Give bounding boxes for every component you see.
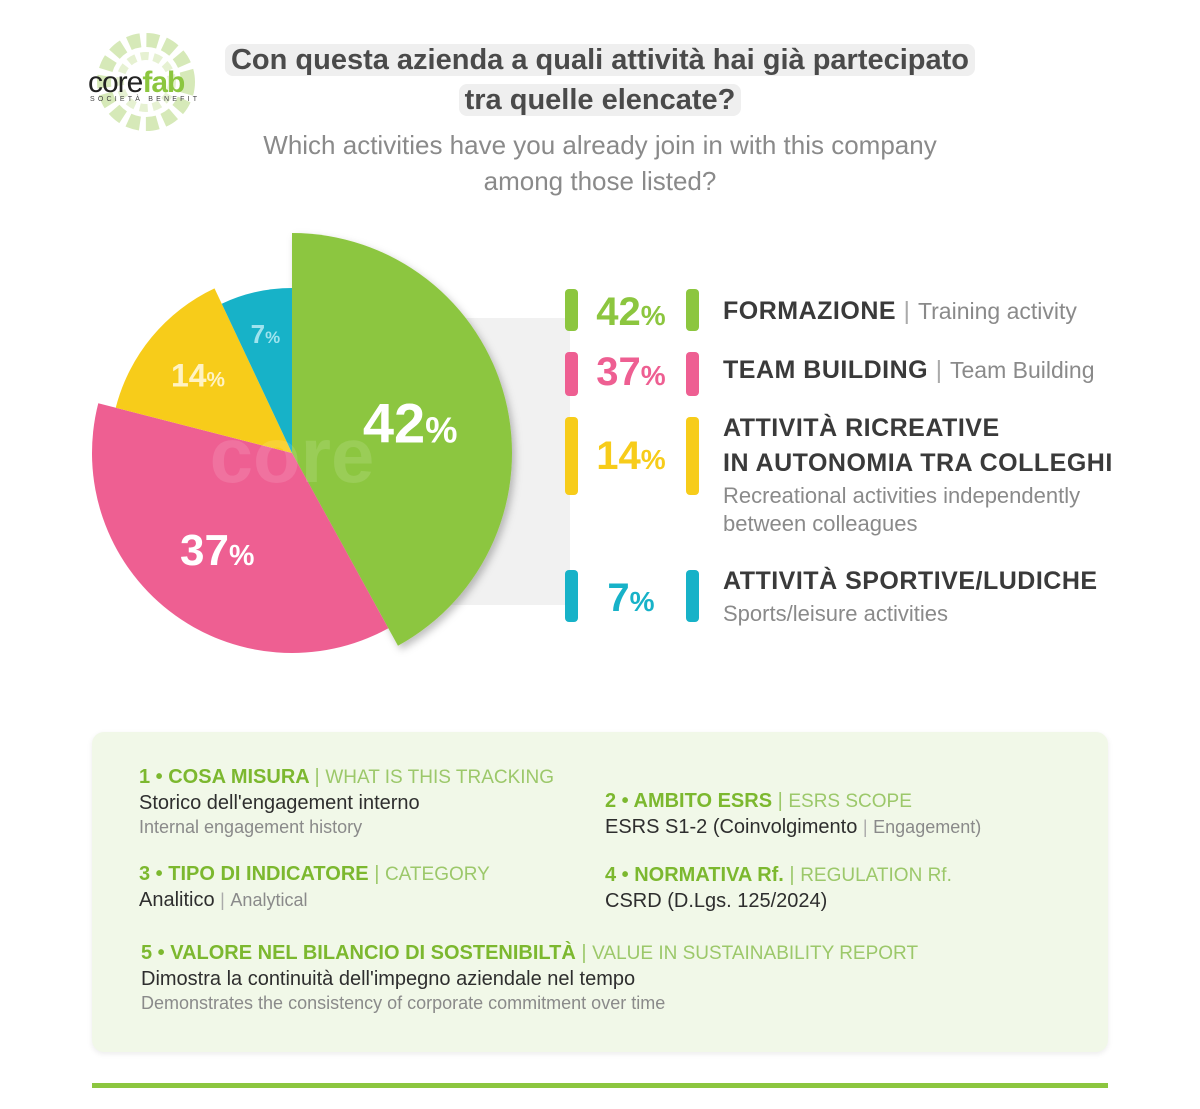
pie-slice-4 xyxy=(221,288,292,453)
logo-wordmark: corefab xyxy=(88,66,185,99)
legend-bar-right xyxy=(686,570,699,622)
pie-label-1: 42% xyxy=(363,391,458,454)
page-title-line2: tra quelle elencate? xyxy=(150,84,1050,117)
pie-slice-2 xyxy=(92,403,389,653)
pie-slice-3 xyxy=(115,288,292,453)
legend-percent: 14% xyxy=(596,434,666,478)
info-sustainability-value: 5 • VALORE NEL BILANCIO DI SOSTENIBILTÀ … xyxy=(141,942,919,1013)
pie-slice-1 xyxy=(292,233,512,646)
legend-description: Recreational activities independently bet… xyxy=(723,483,1081,536)
footer-divider xyxy=(92,1083,1108,1088)
legend-bar-left xyxy=(565,352,578,396)
pie-label-3: 14% xyxy=(171,357,225,393)
info-regulation: 4 • NORMATIVA Rf. | REGULATION Rf. CSRD … xyxy=(605,864,952,912)
legend-label: ATTIVITÀ SPORTIVE/LUDICHE xyxy=(723,567,1098,595)
legend-label: TEAM BUILDING | Team Building xyxy=(723,356,1095,384)
page-title-line1: Con questa azienda a quali attività hai … xyxy=(150,44,1050,77)
info-esrs-scope: 2 • AMBITO ESRS | ESRS SCOPE ESRS S1-2 (… xyxy=(605,790,982,838)
info-category: 3 • TIPO DI INDICATORE | CATEGORY Analit… xyxy=(139,863,490,911)
legend-bar-left xyxy=(565,417,578,495)
pie-chart: core 42% 37% 14% 7% xyxy=(92,233,512,653)
legend-bar-left xyxy=(565,289,578,331)
pie-label-4: 7% xyxy=(251,319,281,349)
legend-label: ATTIVITÀ RICREATIVE IN AUTONOMIA TRA COLL… xyxy=(723,414,1113,477)
page-subtitle-line1: Which activities have you already join i… xyxy=(263,130,937,160)
pie-label-2: 37% xyxy=(180,526,254,575)
info-box: 1 • COSA MISURA | WHAT IS THIS TRACKING … xyxy=(92,732,1108,1052)
corefab-logo: corefab SOCIETÀ BENEFIT xyxy=(84,30,204,140)
logo-subtitle: SOCIETÀ BENEFIT xyxy=(90,96,201,103)
legend-percent: 37% xyxy=(596,350,666,394)
legend-label: FORMAZIONE | Training activity xyxy=(723,297,1077,325)
watermark-logo: core xyxy=(210,411,375,499)
legend-bar-left xyxy=(565,570,578,622)
info-what-tracking: 1 • COSA MISURA | WHAT IS THIS TRACKING … xyxy=(139,766,555,837)
legend-description: Sports/leisure activities xyxy=(723,601,948,626)
gear-logo-icon xyxy=(97,33,195,131)
legend-bar-right xyxy=(686,352,699,396)
legend-bar-right xyxy=(686,417,699,495)
legend-percent: 42% xyxy=(596,290,666,334)
page-subtitle-line2: among those listed? xyxy=(483,166,717,196)
legend-bar-right xyxy=(686,289,699,331)
legend-percent: 7% xyxy=(607,576,655,620)
